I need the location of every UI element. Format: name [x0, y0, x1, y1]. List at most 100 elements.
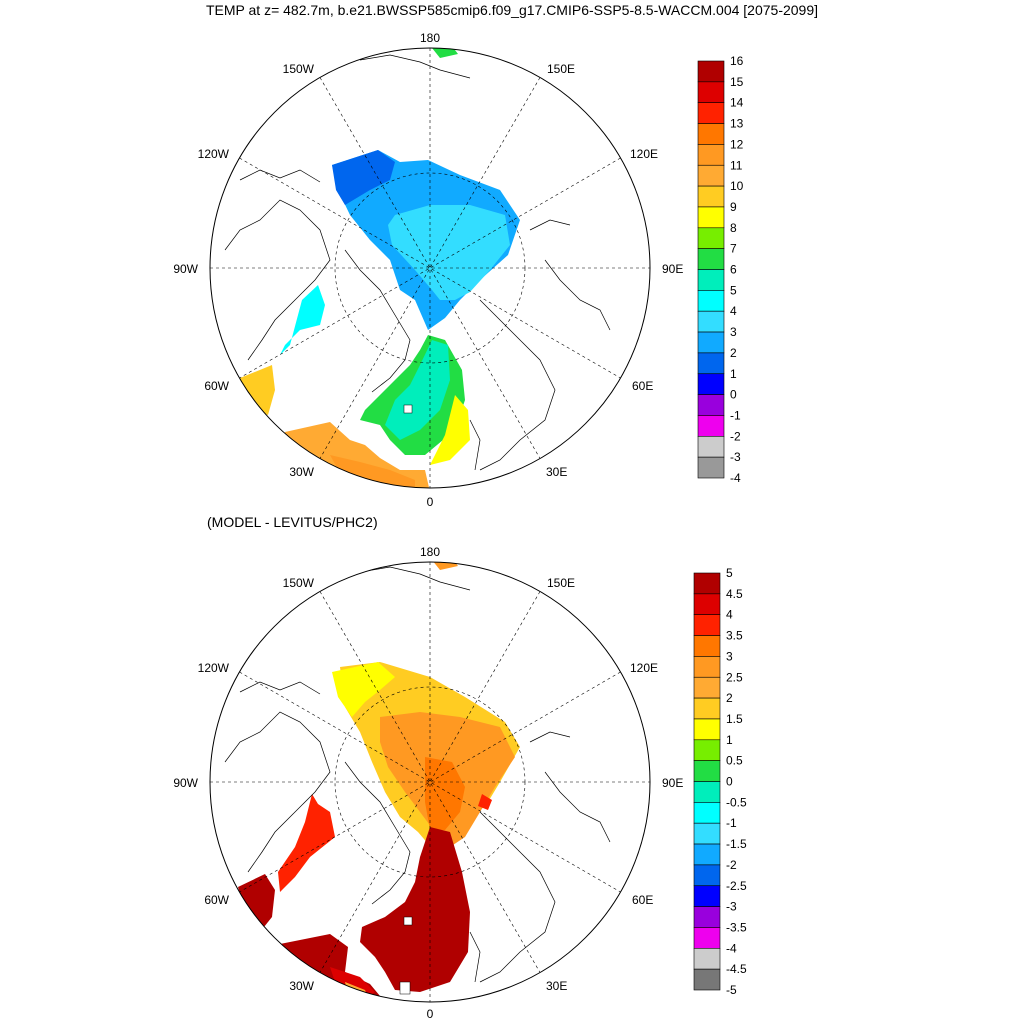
lon-label-90e: 90E	[662, 262, 683, 276]
colorbar-tick-label: -2.5	[726, 879, 747, 893]
colorbar-tick-label: 1.5	[726, 712, 743, 726]
colorbar-swatch	[693, 843, 721, 866]
field-darkorange-region	[425, 757, 465, 830]
colorbar-swatch	[697, 102, 725, 124]
colorbar-swatch	[697, 81, 725, 103]
field-orange-patch-pole	[432, 562, 458, 570]
colorbar-tick-label: 3	[730, 325, 737, 339]
difference-panel: 180 150E 120E 90E 60E 30E 0 30W 60W 90W …	[173, 545, 747, 1021]
lon-label-150w: 150W	[283, 576, 315, 590]
colorbar-swatch	[693, 760, 721, 782]
field-darkred-region	[360, 827, 470, 992]
colorbar-tick-label: -4	[726, 941, 737, 955]
colorbar-swatch	[693, 885, 721, 907]
field-cyan-region	[280, 285, 325, 355]
colorbar-swatch	[697, 373, 725, 395]
colorbar-tick-label: -0.5	[726, 795, 747, 809]
colorbar-tick-label: 7	[730, 242, 737, 256]
field-lightblue-region	[388, 205, 510, 300]
colorbar-swatch	[693, 697, 721, 720]
lon-label-180: 180	[420, 31, 440, 45]
lon-label-180: 180	[420, 545, 440, 559]
colorbar-swatch	[693, 614, 721, 636]
longitude-labels: 180 150E 120E 90E 60E 30E 0 30W 60W 90W …	[173, 545, 683, 1021]
colorbar-tick-label: 3.5	[726, 629, 743, 643]
colorbar-swatch	[693, 864, 721, 887]
colorbar-swatch	[697, 248, 725, 270]
colorbar-tick-label: 4	[726, 608, 733, 622]
colorbar-tick-label: -2	[726, 858, 737, 872]
colorbar-swatch	[693, 635, 721, 657]
colorbar-tick-label: 2.5	[726, 670, 743, 684]
map-field	[224, 48, 611, 488]
colorbar-swatch	[697, 290, 725, 312]
lon-label-150e: 150E	[547, 576, 575, 590]
lon-label-120e: 120E	[630, 147, 658, 161]
lon-label-150w: 150W	[283, 62, 315, 76]
colorbar-tick-label: 8	[730, 221, 737, 235]
lon-label-30e: 30E	[546, 979, 567, 993]
colorbar-swatch	[697, 394, 725, 416]
colorbar-swatch	[697, 164, 725, 187]
field-yellow-region	[332, 662, 395, 717]
lon-label-60w: 60W	[204, 379, 229, 393]
lon-label-60e: 60E	[632, 893, 653, 907]
colorbar-tick-label: 14	[730, 96, 744, 110]
colorbar-swatch	[697, 227, 725, 249]
lon-label-90w: 90W	[173, 262, 198, 276]
lon-label-60w: 60W	[204, 893, 229, 907]
colorbar-tick-label: -1	[726, 816, 737, 830]
colorbar-swatch	[697, 435, 725, 458]
colorbar-swatch	[693, 927, 721, 949]
colorbar-swatch	[693, 676, 721, 699]
colorbar-tick-label: -4.5	[726, 962, 747, 976]
colorbar-swatch	[693, 822, 721, 845]
colorbar-swatch	[697, 331, 725, 354]
field-teal-region	[385, 340, 450, 440]
field-gold-region	[240, 365, 275, 415]
colorbar-tick-label: -4	[730, 471, 741, 485]
land-island	[403, 916, 413, 926]
colorbar: 5 4.5 4 3.5 3 2.5 2 1.5 1 0.5 0 -0.5 -1 -1.5 -2 -2.5 -3 -…	[693, 566, 747, 997]
lon-label-90w: 90W	[173, 776, 198, 790]
colorbar-swatch	[697, 144, 725, 166]
plot-title: TEMP at z= 482.7m, b.e21.BWSSP585cmip6.f…	[205, 2, 819, 18]
colorbar-tick-label: -5	[726, 983, 737, 997]
colorbar-tick-label: 2	[730, 346, 737, 360]
lon-label-30w: 30W	[289, 979, 314, 993]
colorbar-tick-label: 15	[730, 75, 744, 89]
colorbar-tick-label: 3	[726, 649, 733, 663]
colorbar-tick-label: -3.5	[726, 920, 747, 934]
field-darkred-west	[238, 874, 275, 932]
colorbar-swatch	[693, 802, 721, 824]
colorbar-tick-label: 4.5	[726, 587, 743, 601]
land-island-south	[399, 981, 411, 995]
colorbar-tick-label: 11	[730, 158, 743, 172]
field-yellow-region	[430, 395, 470, 465]
colorbar-tick-label: 5	[726, 566, 733, 580]
colorbar-swatch	[693, 718, 721, 741]
colorbar-swatch	[693, 968, 721, 991]
lon-label-150e: 150E	[547, 62, 575, 76]
colorbar-tick-label: 1	[726, 733, 733, 747]
lon-label-30e: 30E	[546, 465, 567, 479]
colorbar-tick-label: -2	[730, 429, 741, 443]
colorbar-swatch	[697, 352, 725, 375]
colorbar-swatch	[697, 269, 725, 291]
colorbar-swatch	[693, 906, 721, 928]
lon-label-90e: 90E	[662, 776, 683, 790]
longitude-labels: 180 150E 120E 90E 60E 30E 0 30W 60W 90W …	[173, 31, 683, 509]
colorbar-swatch	[693, 739, 721, 761]
graticule	[210, 562, 650, 1002]
lon-label-0: 0	[427, 1007, 434, 1021]
colorbar-swatch	[697, 206, 725, 229]
field-darkblue-region	[332, 150, 395, 205]
colorbar-tick-label: 0	[726, 775, 733, 789]
lon-label-120w: 120W	[198, 147, 230, 161]
colorbar-swatch	[697, 456, 725, 479]
colorbar-tick-label: 10	[730, 179, 744, 193]
colorbar-tick-label: 4	[730, 304, 737, 318]
colorbar-swatch	[697, 415, 725, 437]
colorbar-tick-label: 13	[730, 117, 744, 131]
colorbar-swatch	[697, 60, 725, 83]
